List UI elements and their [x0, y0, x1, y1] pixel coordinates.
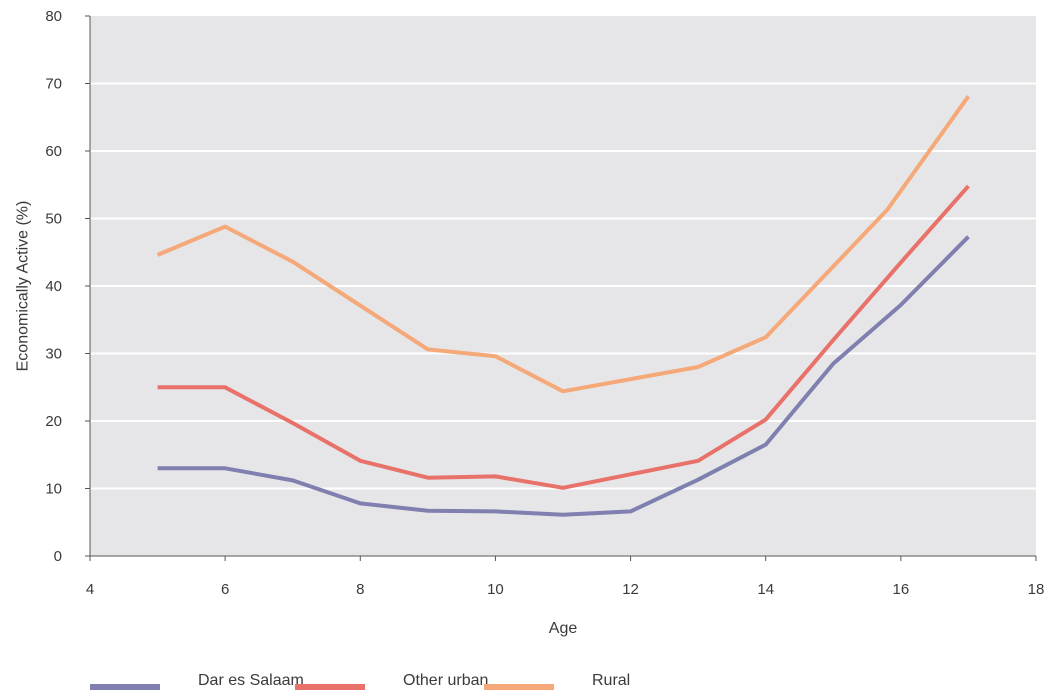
y-tick-label: 50 [45, 211, 62, 228]
x-tick-label: 18 [1028, 581, 1045, 598]
y-tick-label: 30 [45, 346, 62, 363]
legend: Dar es Salaam Other urban Rural [90, 672, 630, 690]
x-axis-ticks: 4 6 8 10 12 14 16 18 [86, 556, 1045, 598]
x-tick-label: 6 [221, 581, 229, 598]
y-tick-label: 80 [45, 8, 62, 25]
y-axis-ticks: 0 10 20 30 40 50 60 70 80 [45, 8, 90, 565]
x-tick-label: 12 [622, 581, 639, 598]
series-line-dar-es-salaam [157, 235, 970, 517]
y-tick-label: 60 [45, 143, 62, 160]
series-lines [156, 95, 971, 517]
legend-label: Other urban [403, 672, 488, 689]
y-axis-title: Economically Active (%) [15, 201, 32, 372]
x-axis-title: Age [549, 620, 578, 637]
legend-label: Dar es Salaam [198, 672, 304, 689]
x-tick-label: 4 [86, 581, 94, 598]
series-line-rural [156, 95, 971, 394]
y-tick-label: 20 [45, 413, 62, 430]
series-line-other-urban [157, 184, 970, 490]
x-tick-label: 16 [893, 581, 910, 598]
x-tick-label: 10 [487, 581, 504, 598]
x-tick-label: 14 [757, 581, 774, 598]
grid-lines [90, 82, 1036, 490]
y-tick-label: 70 [45, 76, 62, 93]
x-tick-label: 8 [356, 581, 364, 598]
y-tick-label: 40 [45, 278, 62, 295]
legend-label: Rural [592, 672, 630, 689]
y-tick-label: 0 [54, 548, 62, 565]
y-tick-label: 10 [45, 481, 62, 498]
